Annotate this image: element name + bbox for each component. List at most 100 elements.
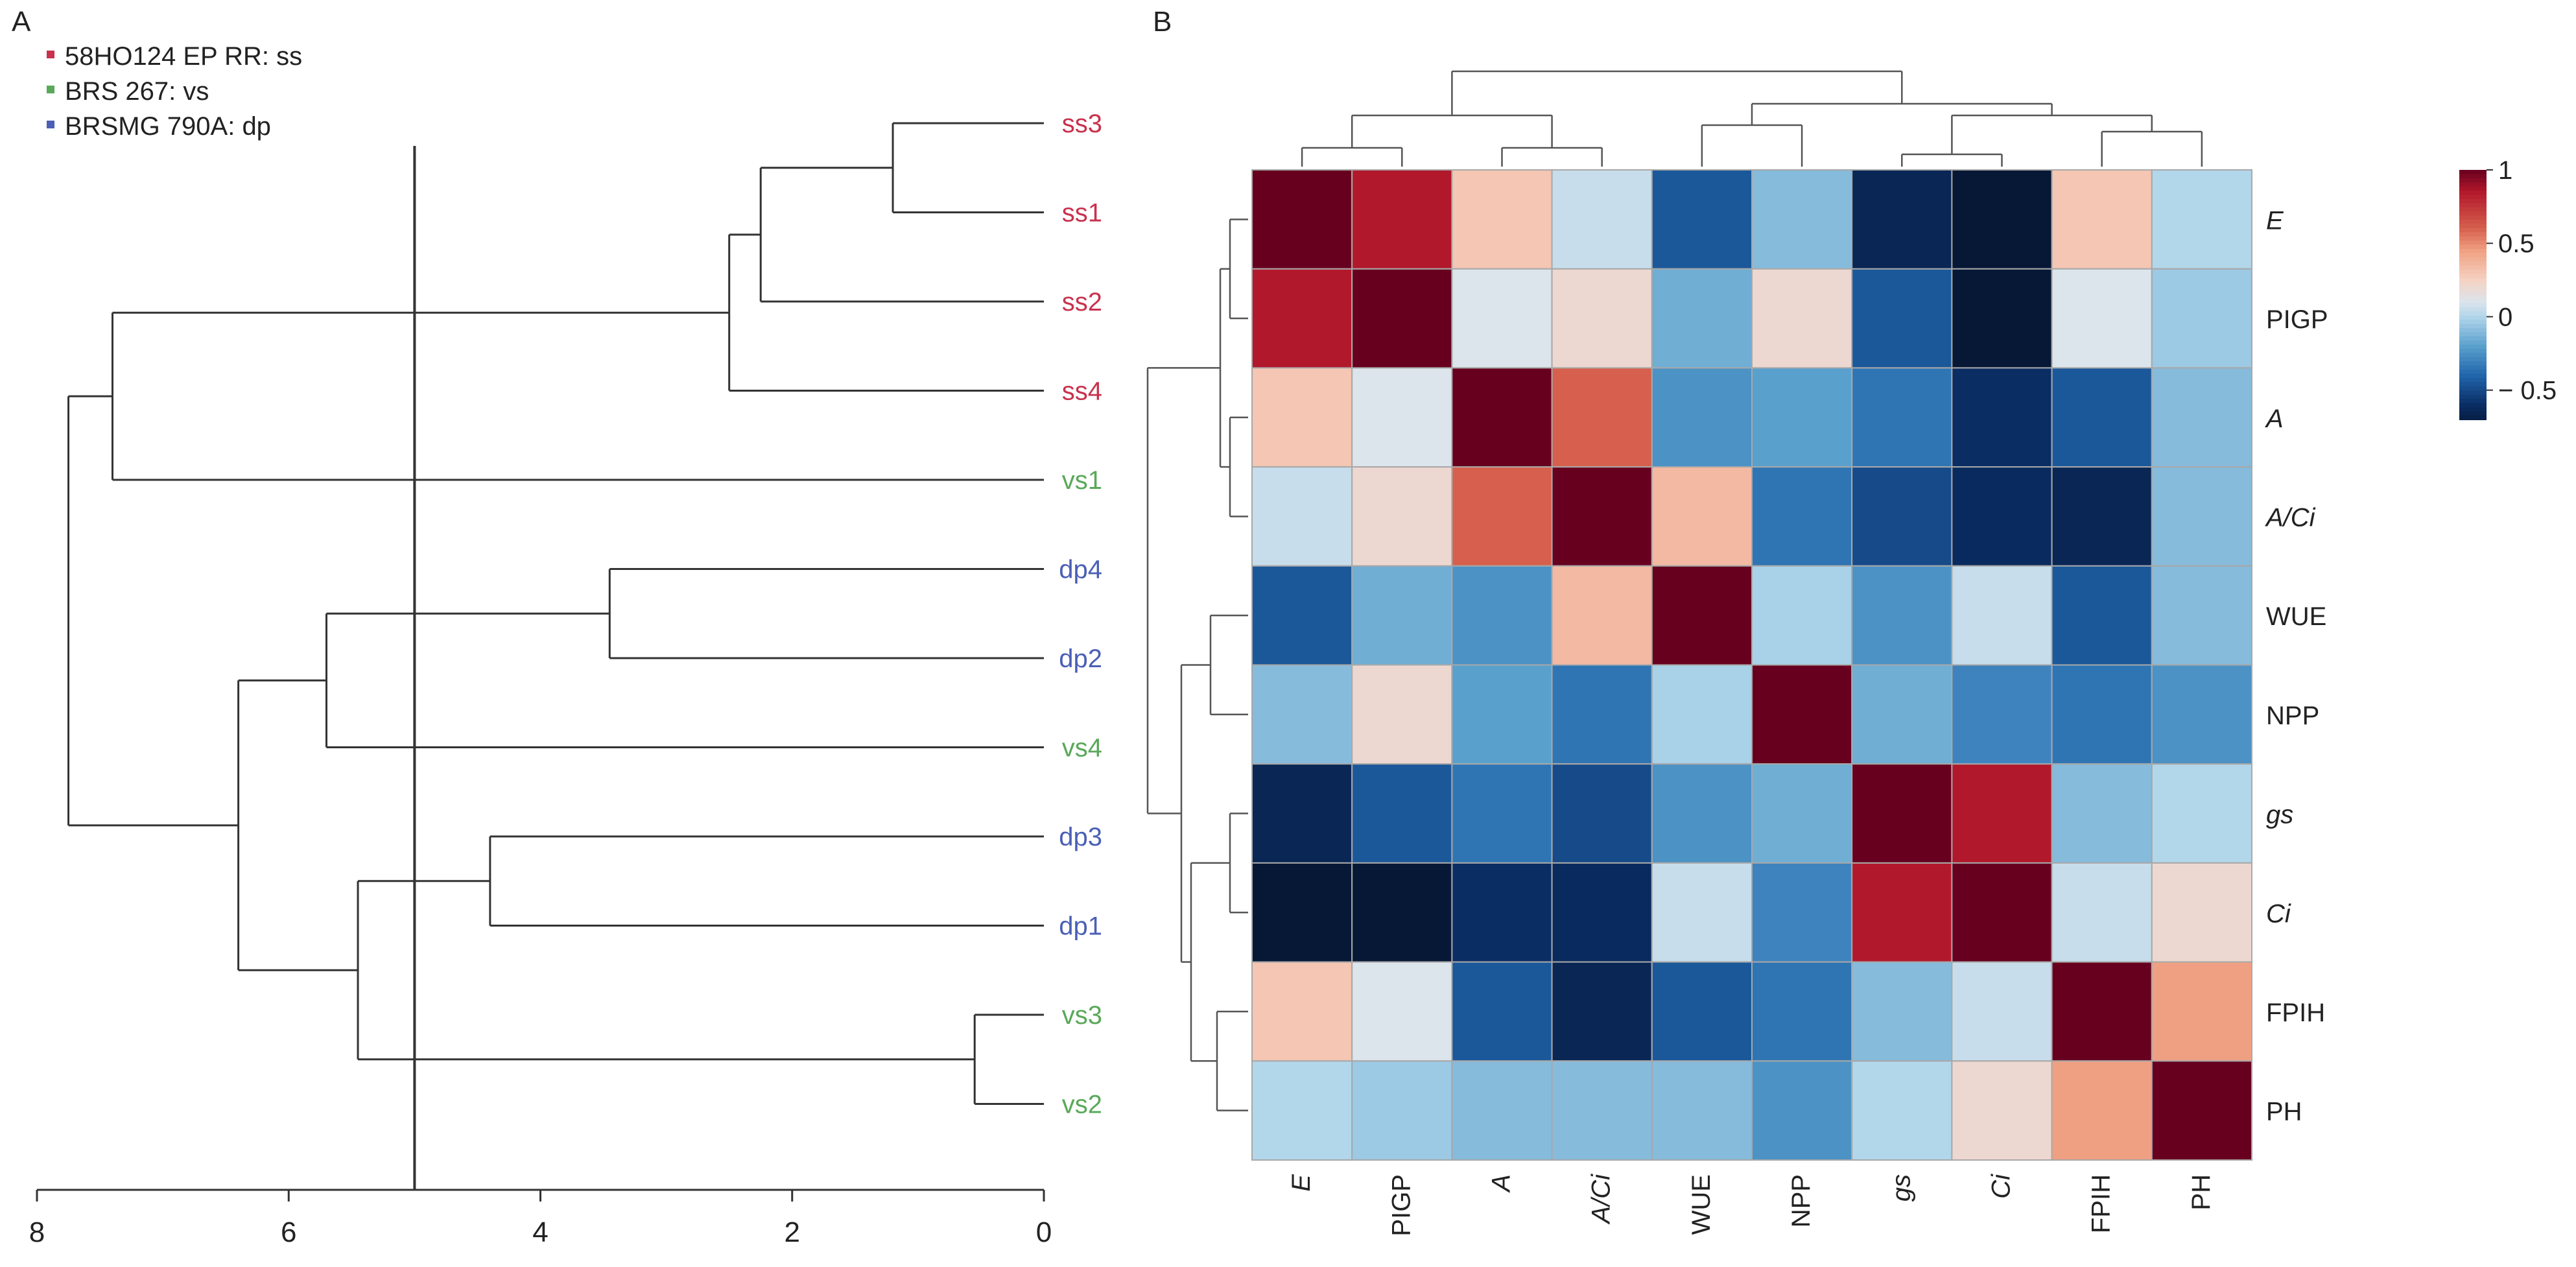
heatmap-cell xyxy=(1551,466,1653,567)
heatmap-cell xyxy=(1951,565,2053,666)
heatmap-cell xyxy=(1651,169,1753,270)
colorbar-segment xyxy=(2459,278,2487,283)
heatmap-cell xyxy=(1351,961,1453,1062)
colorbar-segment xyxy=(2459,340,2487,346)
row-label: FPIH xyxy=(2266,999,2325,1027)
heatmap-cell xyxy=(2151,961,2253,1062)
colorbar-segment xyxy=(2459,244,2487,250)
colorbar-segment xyxy=(2459,220,2487,225)
dendrogram-panel: A 58HO124 EP RR: ss BRS 267: vs BRSMG 790A… xyxy=(12,6,1102,1248)
colorbar-tick-label: 1 xyxy=(2498,156,2512,185)
heatmap-cell xyxy=(2151,367,2253,468)
colorbar-segment xyxy=(2459,178,2487,184)
row-label: Ci xyxy=(2266,899,2291,928)
leaf-label: vs1 xyxy=(1062,466,1102,495)
height-axis: 8 6 4 2 0 xyxy=(29,1189,1052,1248)
colorbar-segment xyxy=(2459,203,2487,208)
legend-entry: BRSMG 790A: dp xyxy=(65,112,271,141)
heatmap-cell xyxy=(2151,169,2253,270)
heatmap-cell xyxy=(1451,862,1553,963)
colorbar-segment xyxy=(2459,215,2487,220)
colorbar-segment xyxy=(2459,415,2487,420)
colorbar-segment xyxy=(2459,386,2487,392)
heatmap-cell xyxy=(1851,169,1953,270)
colorbar-segment xyxy=(2459,236,2487,242)
legend-entry: BRS 267: vs xyxy=(65,77,209,106)
colorbar-segment xyxy=(2459,327,2487,333)
heatmap-cell xyxy=(1351,664,1453,765)
panel-label-a: A xyxy=(12,6,31,38)
axis-tick-label: 6 xyxy=(281,1216,296,1248)
column-label: WUE xyxy=(1687,1174,1716,1235)
heatmap-cell xyxy=(2151,1060,2253,1161)
colorbar-segment xyxy=(2459,315,2487,320)
colorbar-segment xyxy=(2459,232,2487,237)
heatmap-cell xyxy=(1851,1060,1953,1161)
heatmap-cell xyxy=(1751,664,1853,765)
heatmap-cell xyxy=(2051,961,2153,1062)
heatmap-cell xyxy=(1751,169,1853,270)
colorbar-segment xyxy=(2459,224,2487,229)
heatmap-cell xyxy=(1651,367,1753,468)
heatmap-cell xyxy=(1851,763,1953,864)
leaf-label: dp2 xyxy=(1059,645,1102,673)
colorbar-segment xyxy=(2459,298,2487,304)
colorbar-segment xyxy=(2459,198,2487,204)
heatmap-cell xyxy=(2051,169,2153,270)
heatmap-cell xyxy=(1551,169,1653,270)
heatmap-cell xyxy=(1451,1060,1553,1161)
heatmap-cell xyxy=(2151,664,2253,765)
row-label: NPP xyxy=(2266,702,2319,730)
colorbar-segment xyxy=(2459,336,2487,342)
heatmap-cell xyxy=(1751,961,1853,1062)
column-label: gs xyxy=(1887,1174,1915,1202)
heatmap-cell xyxy=(1551,565,1653,666)
column-label: PH xyxy=(2187,1174,2216,1211)
heatmap-cell xyxy=(2051,1060,2153,1161)
colorbar-segment xyxy=(2459,170,2487,175)
heatmap-cell xyxy=(2151,565,2253,666)
heatmap-cell xyxy=(1351,1060,1453,1161)
panel-label-b: B xyxy=(1153,6,1172,38)
heatmap-cells xyxy=(1251,169,2253,1161)
colorbar-segment xyxy=(2459,373,2487,379)
heatmap-cell xyxy=(1651,1060,1753,1161)
column-label: E xyxy=(1287,1174,1316,1192)
heatmap-cell xyxy=(1651,664,1753,765)
heatmap-cell xyxy=(2051,664,2153,765)
heatmap-cell xyxy=(1451,763,1553,864)
colorbar-segment xyxy=(2459,307,2487,313)
heatmap-cell xyxy=(1451,664,1553,765)
colorbar-segment xyxy=(2459,261,2487,266)
heatmap-cell xyxy=(1351,169,1453,270)
row-labels: E PIGP A A/Ci WUE NPP gs Ci FPIH PH xyxy=(2265,206,2328,1126)
colorbar-segment xyxy=(2459,324,2487,329)
colorbar-segment xyxy=(2459,382,2487,387)
colorbar-segment xyxy=(2459,174,2487,179)
legend-entry: 58HO124 EP RR: ss xyxy=(65,42,302,71)
legend-swatch xyxy=(47,121,54,128)
heatmap-cell xyxy=(1251,367,1353,468)
heatmap-cell xyxy=(1851,466,1953,567)
heatmap-cell xyxy=(1651,862,1753,963)
heatmap-cell xyxy=(1751,763,1853,864)
colorbar-segment xyxy=(2459,294,2487,300)
colorbar-segment xyxy=(2459,282,2487,287)
heatmap-cell xyxy=(2151,763,2253,864)
colorbar-segment xyxy=(2459,390,2487,396)
heatmap-cell xyxy=(1551,1060,1653,1161)
colorbar-segment xyxy=(2459,211,2487,217)
heatmap-cell xyxy=(1651,961,1753,1062)
heatmap-cell xyxy=(1951,367,2053,468)
column-labels: E PIGP A A/Ci WUE NPP gs Ci FPIH PH xyxy=(1287,1174,2216,1237)
row-label: gs xyxy=(2266,801,2293,829)
colorbar-segment xyxy=(2459,370,2487,375)
leaf-labels: ss3 ss1 ss2 ss4 vs1 dp4 dp2 vs4 dp3 dp1 vs3 vs2 xyxy=(1059,110,1102,1119)
colorbar-segment xyxy=(2459,348,2487,354)
leaf-label: dp1 xyxy=(1059,912,1102,941)
column-label: A xyxy=(1487,1174,1516,1193)
column-label: FPIH xyxy=(2087,1174,2116,1233)
heatmap-cell xyxy=(1951,169,2053,270)
heatmap-cell xyxy=(1251,1060,1353,1161)
